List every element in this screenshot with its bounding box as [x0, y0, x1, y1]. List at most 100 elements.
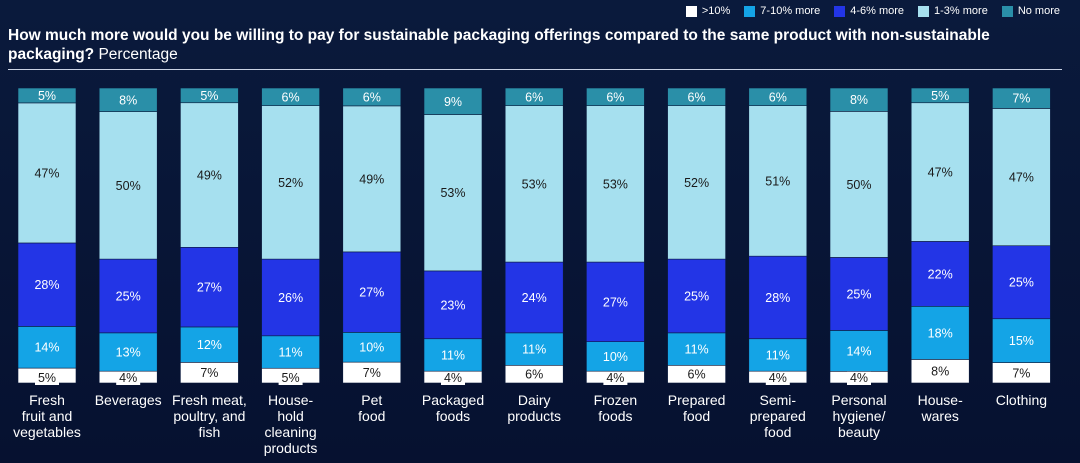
data-label: 11% — [685, 343, 709, 357]
bar-segment-p7_10 — [261, 335, 320, 369]
chart-legend: >10% 7-10% more 4-6% more 1-3% more No m… — [685, 5, 1060, 17]
bar-segment-none — [992, 87, 1051, 109]
bar-segment-p1_3 — [586, 105, 645, 263]
bar-segment-p4_6 — [180, 247, 239, 328]
bar-stack: 7% 15% 25% 47% 7% — [992, 87, 1051, 384]
bar-stack: 4% 14% 25% 50% 8% — [829, 87, 889, 385]
data-label: 47% — [1009, 171, 1034, 185]
chart-title-main: How much more would you be willing to pa… — [8, 27, 990, 63]
category-label: House-wares — [918, 392, 963, 424]
data-label: 6% — [688, 368, 706, 382]
data-label: 5% — [38, 371, 56, 385]
bar-segment-none — [748, 87, 808, 107]
data-label: 8% — [850, 93, 868, 107]
data-label-box — [116, 371, 141, 385]
bar-segment-p1_3 — [504, 105, 564, 263]
data-label: 9% — [444, 95, 462, 109]
data-label: 12% — [197, 338, 222, 352]
data-label: 6% — [525, 90, 543, 104]
data-label: 51% — [765, 174, 790, 188]
data-label: 14% — [34, 341, 59, 355]
bar-segment-p4_6 — [504, 261, 564, 334]
data-label: 4% — [119, 371, 137, 385]
legend-item-none: No more — [1001, 5, 1060, 17]
data-label: 50% — [846, 178, 871, 192]
data-label: 4% — [606, 371, 624, 385]
category-label: Dairy products — [507, 392, 561, 424]
data-label: 18% — [928, 326, 953, 340]
data-label: 4% — [769, 371, 787, 385]
data-label: 23% — [440, 298, 465, 312]
data-label: 25% — [116, 289, 141, 303]
bar-segment-p7_10 — [342, 332, 402, 363]
data-label: 27% — [359, 286, 384, 300]
data-label: 22% — [928, 267, 953, 281]
bar-segment-p7_10 — [180, 326, 239, 363]
bar-segment-p4_6 — [992, 245, 1051, 320]
bar-stack: 5% 14% 28% 47% 5% — [17, 87, 77, 385]
legend-swatch-4-6 — [834, 5, 846, 17]
data-label: 6% — [769, 90, 787, 104]
data-label: 15% — [1009, 334, 1034, 348]
bar-stack: 7% 12% 27% 49% 5% — [180, 87, 239, 384]
data-label: 52% — [684, 176, 709, 190]
legend-label-none: No more — [1017, 5, 1060, 17]
data-label: 10% — [603, 350, 628, 364]
bar-segment-none — [586, 87, 645, 107]
bar-segment-p7_10 — [910, 305, 970, 360]
bar-segment-p1_3 — [261, 105, 320, 260]
bar-segment-none — [17, 87, 77, 104]
data-label: 50% — [116, 179, 141, 193]
legend-item-1-3: 1-3% more — [918, 5, 988, 17]
bar-segment-p4_6 — [98, 258, 158, 334]
data-label: 25% — [846, 287, 871, 301]
data-label-box — [765, 371, 790, 385]
data-label: 25% — [684, 289, 709, 303]
data-label: 10% — [359, 341, 384, 355]
data-label: 4% — [444, 371, 462, 385]
data-label: 47% — [34, 166, 59, 180]
data-label: 6% — [363, 90, 381, 104]
data-label: 7% — [363, 366, 381, 380]
legend-item-gt10: >10% — [685, 5, 730, 17]
category-label: Pet food — [358, 392, 385, 424]
data-label: 53% — [603, 177, 628, 191]
bar-segment-none — [504, 87, 564, 107]
data-label-box — [278, 371, 303, 385]
data-label: 5% — [931, 89, 949, 103]
category-label: Frozen foods — [594, 392, 638, 424]
legend-label-1-3: 1-3% more — [934, 5, 988, 17]
bar-segment-p4_6 — [586, 261, 645, 342]
bar-segment-p1_3 — [992, 108, 1051, 247]
category-label: Prepared food — [668, 392, 726, 424]
legend-swatch-1-3 — [918, 5, 930, 17]
data-label: 8% — [931, 365, 949, 379]
data-label: 5% — [282, 371, 300, 385]
bar-stack: 8% 18% 22% 47% 5% — [910, 87, 970, 384]
data-label: 25% — [1009, 276, 1034, 290]
data-label: 53% — [522, 177, 547, 191]
bar-segment-none — [829, 87, 889, 112]
category-label: Clothing — [996, 392, 1047, 408]
bar-stack: 7% 10% 27% 49% 6% — [342, 87, 402, 384]
bar-segment-p4_6 — [261, 258, 320, 337]
category-label: House-hold cleaning products — [264, 392, 318, 456]
bar-segment-p7_10 — [667, 332, 726, 366]
bar-segment-p4_6 — [667, 258, 726, 334]
data-label: 24% — [522, 291, 547, 305]
category-label: Fresh meat, poultry, and fish — [172, 392, 247, 440]
category-label: Fresh fruit and vegetables — [13, 392, 81, 440]
bar-stack: 4% 11% 23% 53% 9% — [423, 87, 483, 385]
bar-segment-p7_10 — [504, 332, 564, 366]
bar-segment-none — [98, 87, 158, 112]
data-label-box — [441, 371, 465, 385]
data-label: 6% — [688, 90, 706, 104]
category-label: Personal hygiene/beauty — [831, 392, 886, 440]
legend-item-4-6: 4-6% more — [834, 5, 904, 17]
title-divider — [8, 69, 1062, 70]
bar-segment-none — [342, 87, 402, 107]
chart-title: How much more would you be willing to pa… — [8, 26, 1048, 64]
data-label: 5% — [38, 89, 56, 103]
category-label: Beverages — [95, 392, 162, 408]
data-label: 14% — [846, 344, 871, 358]
